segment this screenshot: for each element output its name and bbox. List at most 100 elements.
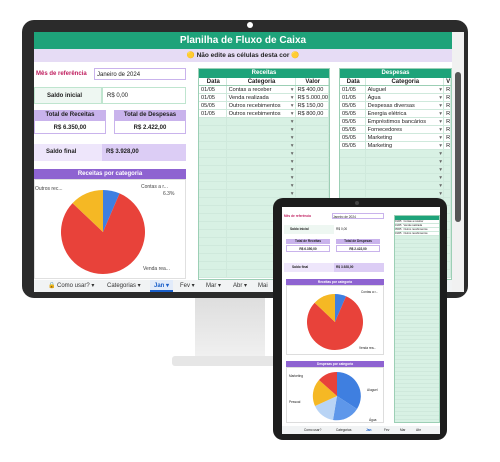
table-cell[interactable]: [444, 206, 451, 213]
dropdown-arrow-icon[interactable]: ▾: [290, 159, 294, 165]
table-row[interactable]: [395, 320, 439, 324]
tab-como-usar[interactable]: Como usar? ▾: [57, 283, 95, 289]
t-tab-fev[interactable]: Fev: [384, 428, 390, 432]
t-tab-categorias[interactable]: Categorias: [336, 428, 352, 432]
table-cell[interactable]: [296, 134, 329, 141]
table-cell[interactable]: R: [444, 102, 451, 109]
table-row[interactable]: [395, 328, 439, 332]
table-cell[interactable]: Energia elétrica ▾: [366, 110, 445, 117]
table-cell[interactable]: [340, 182, 366, 189]
table-cell[interactable]: ▾: [366, 166, 445, 173]
table-cell[interactable]: [444, 158, 451, 165]
dropdown-arrow-icon[interactable]: ▾: [290, 167, 294, 173]
table-row[interactable]: 01/05 Venda realizada ▾ R$ 5.000,00: [199, 94, 329, 102]
table-cell[interactable]: [199, 118, 227, 125]
table-row[interactable]: [395, 380, 439, 384]
tab-mar[interactable]: Mar ▾: [206, 283, 222, 289]
dropdown-arrow-icon[interactable]: ▾: [439, 87, 443, 93]
table-cell[interactable]: [444, 222, 451, 229]
table-row[interactable]: [395, 348, 439, 352]
table-cell[interactable]: Marketing ▾: [366, 142, 445, 149]
table-row[interactable]: ▾: [199, 166, 329, 174]
table-row[interactable]: [395, 364, 439, 368]
table-cell[interactable]: Marketing ▾: [366, 134, 445, 141]
table-row[interactable]: ▾: [199, 182, 329, 190]
table-cell[interactable]: [199, 182, 227, 189]
table-row[interactable]: 05/05 Outros recebimentos: [395, 228, 439, 232]
table-row[interactable]: 01/05 Venda realizada: [395, 224, 439, 228]
table-row[interactable]: [395, 276, 439, 280]
table-row[interactable]: [395, 376, 439, 380]
table-cell[interactable]: [444, 182, 451, 189]
table-cell[interactable]: [199, 254, 227, 261]
table-cell[interactable]: [296, 158, 329, 165]
dropdown-arrow-icon[interactable]: ▾: [290, 103, 294, 109]
t-saldo-inicial-value[interactable]: R$ 0,00: [336, 227, 348, 231]
table-row[interactable]: ▾: [199, 134, 329, 142]
tab-jan[interactable]: Jan ▾: [150, 280, 174, 292]
dropdown-arrow-icon[interactable]: ▾: [439, 167, 443, 173]
table-cell[interactable]: [444, 238, 451, 245]
dropdown-arrow-icon[interactable]: ▾: [439, 111, 443, 117]
dropdown-arrow-icon[interactable]: ▾: [439, 143, 443, 149]
table-cell[interactable]: ▾: [366, 158, 445, 165]
dropdown-arrow-icon[interactable]: ▾: [439, 135, 443, 141]
table-cell[interactable]: Outros recebimentos ▾: [227, 110, 296, 117]
table-cell[interactable]: [296, 174, 329, 181]
table-cell[interactable]: [444, 166, 451, 173]
table-cell[interactable]: [199, 246, 227, 253]
table-cell[interactable]: [199, 158, 227, 165]
table-row[interactable]: ▾: [199, 174, 329, 182]
table-cell[interactable]: [199, 134, 227, 141]
table-cell[interactable]: [199, 270, 227, 277]
table-row[interactable]: [395, 288, 439, 292]
table-row[interactable]: ▾: [340, 190, 451, 198]
table-row[interactable]: [395, 300, 439, 304]
table-row[interactable]: 01/05 Aluguel ▾ R: [340, 86, 451, 94]
table-cell[interactable]: ▾: [227, 158, 296, 165]
table-cell[interactable]: [199, 222, 227, 229]
table-row[interactable]: [395, 352, 439, 356]
table-cell[interactable]: [340, 158, 366, 165]
table-cell[interactable]: Contas a receber ▾: [227, 86, 296, 93]
table-row[interactable]: [395, 324, 439, 328]
table-row[interactable]: 05/05 Marketing ▾ R: [340, 142, 451, 150]
table-cell[interactable]: ▾: [227, 190, 296, 197]
dropdown-arrow-icon[interactable]: ▾: [290, 127, 294, 133]
table-cell[interactable]: [296, 126, 329, 133]
table-row[interactable]: ▾: [340, 182, 451, 190]
table-cell[interactable]: ▾: [227, 150, 296, 157]
table-row[interactable]: [395, 368, 439, 372]
vertical-scrollbar[interactable]: [452, 32, 464, 292]
tab-abr[interactable]: Abr ▾: [233, 283, 248, 289]
table-cell[interactable]: ▾: [227, 166, 296, 173]
dropdown-arrow-icon[interactable]: ▾: [290, 87, 294, 93]
table-row[interactable]: [395, 260, 439, 264]
table-row[interactable]: [395, 360, 439, 364]
dropdown-arrow-icon[interactable]: ▾: [290, 135, 294, 141]
table-row[interactable]: ▾: [199, 118, 329, 126]
table-row[interactable]: ▾: [340, 158, 451, 166]
table-row[interactable]: [395, 240, 439, 244]
table-cell[interactable]: ▾: [366, 182, 445, 189]
table-cell[interactable]: [296, 142, 329, 149]
table-cell[interactable]: ▾: [366, 174, 445, 181]
table-cell[interactable]: Água ▾: [366, 94, 445, 101]
t-ref-value[interactable]: Janeiro de 2024: [332, 213, 384, 219]
t-tab-como-usar[interactable]: Como usar?: [304, 428, 322, 432]
table-row[interactable]: ▾: [199, 190, 329, 198]
table-cell[interactable]: [340, 150, 366, 157]
table-row[interactable]: [395, 296, 439, 300]
table-cell[interactable]: ▾: [366, 190, 445, 197]
table-row[interactable]: [395, 408, 439, 412]
table-row[interactable]: ▾: [340, 166, 451, 174]
table-row[interactable]: ▾: [340, 150, 451, 158]
table-cell[interactable]: ▾: [227, 134, 296, 141]
table-cell[interactable]: ▾: [227, 118, 296, 125]
table-cell[interactable]: [296, 150, 329, 157]
table-cell[interactable]: [199, 214, 227, 221]
table-row[interactable]: [395, 304, 439, 308]
table-cell[interactable]: [444, 198, 451, 205]
table-cell[interactable]: 01/05: [340, 94, 366, 101]
table-cell[interactable]: R$ 5.000,00: [296, 94, 329, 101]
